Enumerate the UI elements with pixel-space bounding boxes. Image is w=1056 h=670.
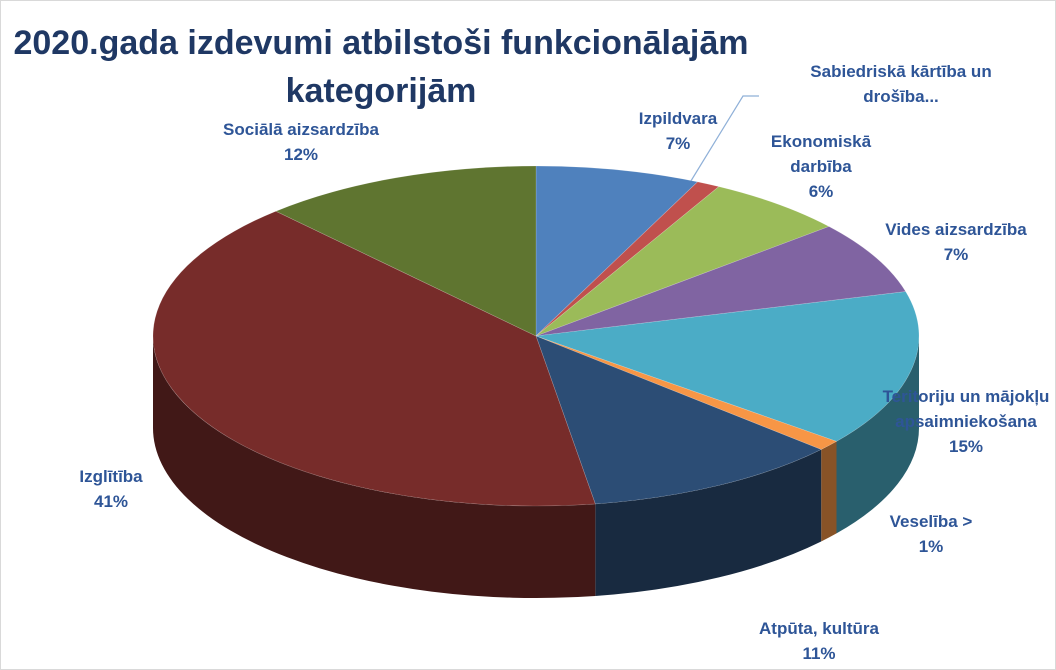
category-label: Teritoriju un mājokļu apsaimniekošana [882,387,1050,431]
value-label: 6% [808,182,834,201]
slice [152,210,596,507]
value-label: 12% [283,145,319,164]
slice [535,335,822,505]
value-label: 7% [665,134,691,153]
data-label: Sabiedriskā kārtība un drošība... [791,59,1011,109]
slice-side [821,441,837,542]
slice [535,165,699,337]
data-label: Ekonomiskā darbība 6% [756,129,886,204]
data-label: Izpildvara 7% [618,106,738,156]
category-label: Izpildvara [638,109,718,128]
category-label: Sabiedriskā kārtība un drošība... [810,62,992,106]
slice-side [595,449,822,596]
data-label: Sociālā aizsardzība 12% [191,117,411,167]
category-label: Sociālā aizsardzība [223,120,379,139]
value-label: 41% [93,492,129,511]
slice [275,165,537,337]
data-label: Atpūta, kultūra 11% [719,616,919,666]
slice [535,335,838,450]
category-label: Vides aizsardzība [885,220,1027,239]
data-label: Teritoriju un mājokļu apsaimniekošana 15% [876,384,1055,459]
data-label: Veselība > 1% [871,509,991,559]
data-label: Izglītība 41% [51,464,171,514]
category-label: Veselība > [889,512,973,531]
slice-side [836,336,919,534]
slice [535,291,920,442]
value-label: 1% [918,537,944,556]
slice-side [153,336,596,599]
category-label: Ekonomiskā darbība [770,132,872,176]
category-label: Izglītība [79,467,143,486]
slice [535,226,907,337]
data-label: Vides aizsardzība 7% [871,217,1041,267]
value-label: 7% [943,245,969,264]
slice [535,186,830,337]
slice [535,181,720,337]
value-label: 15% [948,437,984,456]
category-label: Atpūta, kultūra [759,619,879,638]
value-label: 11% [802,644,836,663]
leader-line [685,95,759,190]
chart-title: 2020.gada izdevumi atbilstoši funkcionāl… [13,24,749,110]
